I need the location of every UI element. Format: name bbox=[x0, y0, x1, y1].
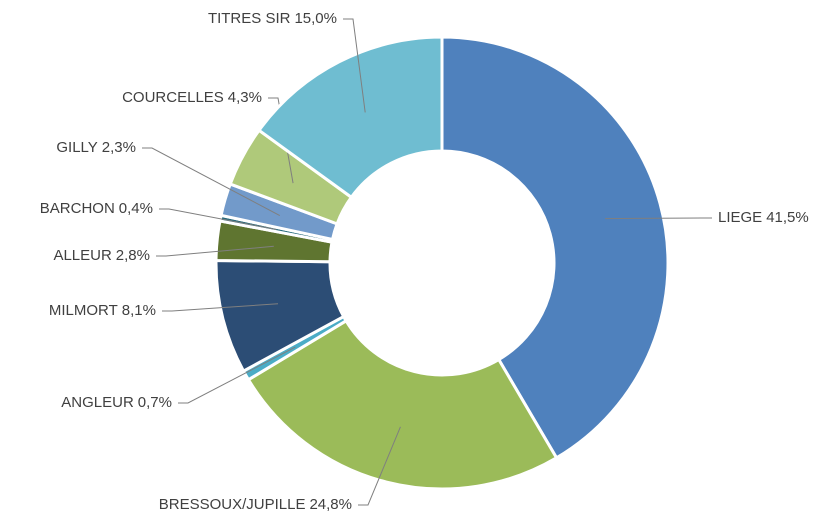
data-label: BRESSOUX/JUPILLE 24,8% bbox=[159, 496, 352, 513]
label-value: 2,8% bbox=[116, 247, 150, 264]
donut-slice bbox=[246, 318, 559, 491]
label-value: 0,4% bbox=[119, 200, 153, 217]
data-label: TITRES SIR 15,0% bbox=[208, 10, 337, 27]
label-category: MILMORT bbox=[49, 302, 118, 319]
label-category: BRESSOUX/JUPILLE bbox=[159, 496, 306, 513]
leader-line bbox=[343, 18, 366, 113]
label-value: 4,3% bbox=[228, 89, 262, 106]
label-value: 8,1% bbox=[122, 302, 156, 319]
leader-line bbox=[268, 97, 294, 184]
label-category: GILLY bbox=[56, 139, 97, 156]
label-category: ALLEUR bbox=[53, 247, 112, 264]
label-value: 2,3% bbox=[102, 139, 136, 156]
label-category: COURCELLES bbox=[122, 89, 224, 106]
data-label: ANGLEUR 0,7% bbox=[61, 394, 172, 411]
data-label: BARCHON 0,4% bbox=[40, 200, 153, 217]
label-category: ANGLEUR bbox=[61, 394, 134, 411]
leader-line bbox=[156, 245, 274, 257]
donut-slice bbox=[256, 35, 444, 200]
data-label: COURCELLES 4,3% bbox=[122, 89, 262, 106]
label-category: LIEGE bbox=[718, 209, 762, 226]
data-label: LIEGE 41,5% bbox=[718, 209, 809, 226]
label-value: 24,8% bbox=[309, 496, 352, 513]
label-value: 0,7% bbox=[138, 394, 172, 411]
label-value: 41,5% bbox=[766, 209, 809, 226]
leader-line bbox=[162, 303, 279, 312]
label-category: TITRES SIR bbox=[208, 10, 291, 27]
label-value: 15,0% bbox=[294, 10, 337, 27]
data-label: ALLEUR 2,8% bbox=[53, 247, 150, 264]
leader-line bbox=[358, 426, 401, 506]
data-label: GILLY 2,3% bbox=[56, 139, 136, 156]
leader-line bbox=[142, 147, 281, 216]
data-label: MILMORT 8,1% bbox=[49, 302, 156, 319]
leader-line bbox=[159, 208, 277, 230]
leader-line bbox=[178, 346, 296, 404]
leader-line bbox=[605, 217, 712, 220]
donut-slice bbox=[440, 35, 670, 460]
label-category: BARCHON bbox=[40, 200, 115, 217]
